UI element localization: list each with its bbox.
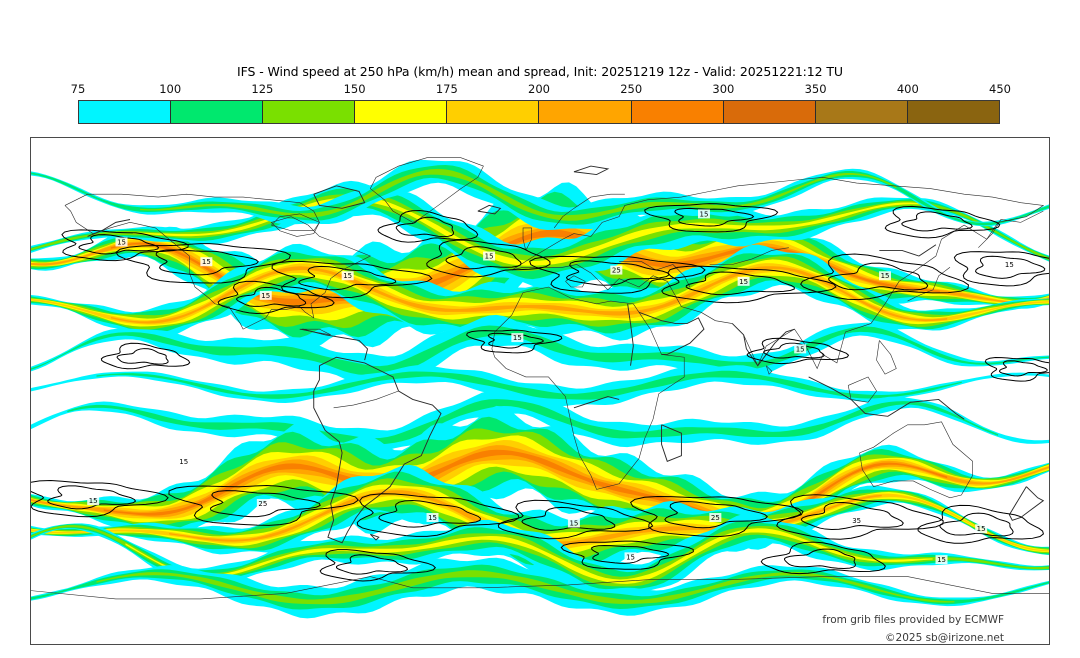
svg-text:15: 15	[569, 520, 578, 528]
colorbar-segment-200-250	[539, 101, 632, 123]
svg-text:15: 15	[89, 497, 98, 505]
colorbar-segment-250-300	[631, 101, 724, 123]
svg-text:15: 15	[937, 556, 946, 564]
svg-text:15: 15	[179, 458, 188, 466]
colorbar-tick-300: 300	[712, 82, 735, 96]
colorbar-tick-200: 200	[528, 82, 550, 96]
colorbar-segments	[78, 100, 1000, 124]
svg-text:15: 15	[796, 345, 805, 353]
svg-text:15: 15	[117, 238, 126, 246]
svg-text:15: 15	[739, 278, 748, 286]
svg-text:25: 25	[711, 514, 720, 522]
colorbar-tick-175: 175	[435, 82, 458, 96]
colorbar-tick-250: 250	[620, 82, 643, 96]
colorbar: 75 100 125 150 175 200 250 300 350 400 450	[71, 82, 1011, 124]
colorbar-tick-labels: 75 100 125 150 175 200 250 300 350 400 450	[71, 82, 1011, 98]
colorbar-tick-400: 400	[896, 82, 919, 96]
colorbar-segment-75-100	[79, 101, 172, 123]
svg-text:15: 15	[513, 334, 522, 342]
svg-text:15: 15	[428, 514, 437, 522]
svg-text:15: 15	[1005, 261, 1014, 269]
svg-text:15: 15	[700, 210, 709, 218]
svg-text:15: 15	[977, 525, 986, 533]
colorbar-segment-125-150	[263, 101, 356, 123]
colorbar-segment-400-450	[907, 101, 999, 123]
windspeed-shading	[31, 159, 1049, 619]
colorbar-segment-100-125	[171, 101, 264, 123]
page-title: IFS - Wind speed at 250 hPa (km/h) mean …	[237, 64, 843, 79]
svg-text:15: 15	[343, 272, 352, 280]
colorbar-tick-350: 350	[804, 82, 827, 96]
coastlines	[31, 157, 1049, 600]
svg-text:15: 15	[485, 253, 494, 261]
world-map-panel[interactable]: 15 15 15 25 15 15 15 15 15 15 25 15 15 25 35 15 15 15 15 15…	[30, 137, 1050, 645]
map-canvas: 15 15 15 25 15 15 15 15 15 15 25 15 15 25 35 15 15 15 15 15…	[31, 138, 1049, 644]
svg-text:15: 15	[881, 272, 890, 280]
colorbar-segment-350-400	[815, 101, 908, 123]
data-source-note: from grib files provided by ECMWF	[822, 614, 1004, 626]
svg-text:15: 15	[626, 553, 635, 561]
svg-text:35: 35	[852, 517, 861, 525]
svg-text:15: 15	[202, 258, 211, 266]
contour-labels: 15 15 15 25 15 15 15 15 15 15 25 15 15 25 35 15 15 15 15 15…	[87, 209, 1016, 564]
colorbar-segment-175-200	[447, 101, 540, 123]
copyright-note: ©2025 sb@irizone.net	[885, 632, 1004, 644]
colorbar-segment-300-350	[723, 101, 816, 123]
svg-text:25: 25	[258, 500, 267, 508]
colorbar-tick-125: 125	[251, 82, 274, 96]
colorbar-tick-150: 150	[343, 82, 366, 96]
colorbar-tick-75: 75	[70, 82, 86, 96]
svg-text:15: 15	[261, 292, 270, 300]
spread-contours	[31, 203, 1049, 582]
colorbar-segment-150-175	[355, 101, 448, 123]
svg-text:25: 25	[612, 267, 621, 275]
colorbar-tick-450: 450	[989, 82, 1011, 96]
colorbar-tick-100: 100	[159, 82, 182, 96]
